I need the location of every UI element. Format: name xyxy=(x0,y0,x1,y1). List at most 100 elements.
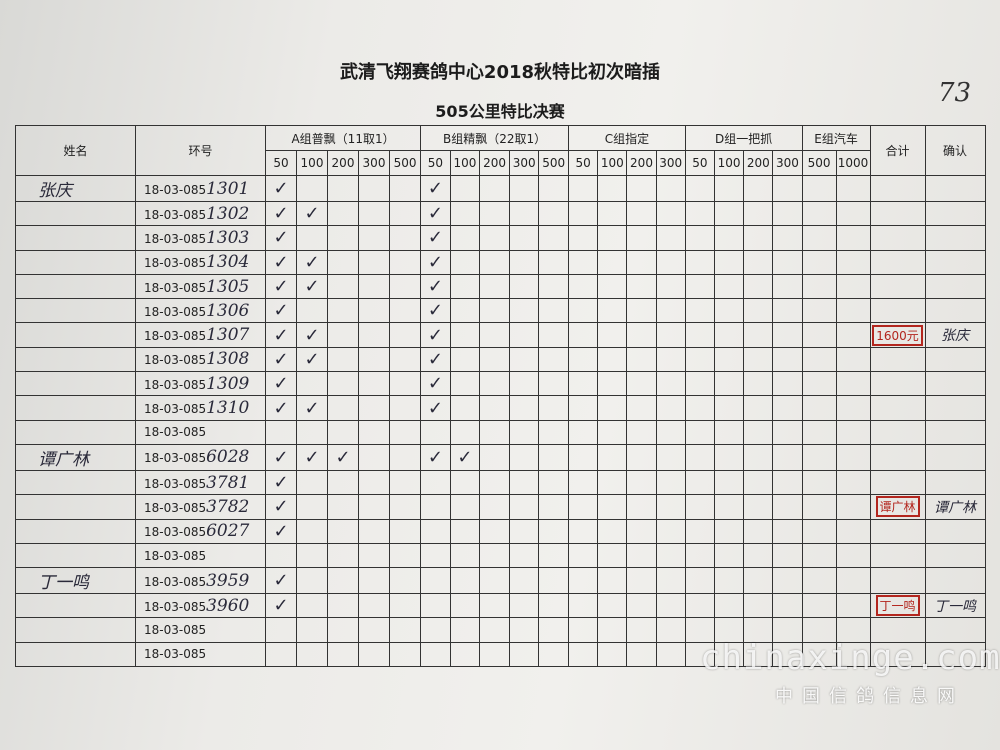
check-cell xyxy=(772,419,803,445)
check-cell xyxy=(684,346,715,373)
check-cell: ✓ xyxy=(420,395,451,421)
check-cell: ✓ xyxy=(296,200,328,227)
check-cell xyxy=(626,542,657,569)
check-cell xyxy=(538,494,570,520)
check-cell xyxy=(597,346,628,373)
check-cell xyxy=(479,443,510,471)
check-cell xyxy=(449,395,481,421)
check-cell xyxy=(655,200,686,227)
check-cell xyxy=(358,542,390,569)
check-cell xyxy=(538,225,570,251)
check-cell xyxy=(568,542,599,569)
check-cell xyxy=(597,371,628,397)
check-cell xyxy=(296,617,328,643)
check-cell xyxy=(597,200,628,227)
check-cell xyxy=(420,567,451,595)
ring-cell: 18-03-085 xyxy=(135,641,266,668)
check-cell xyxy=(327,200,359,227)
check-cell xyxy=(835,593,871,619)
check-cell: ✓ xyxy=(420,225,451,251)
check-mark: ✓ xyxy=(273,520,289,542)
check-cell xyxy=(479,395,510,421)
check-cell xyxy=(449,249,481,275)
ring-cell: 18-03-0851306 xyxy=(135,298,266,324)
check-cell xyxy=(684,469,715,496)
check-cell xyxy=(772,225,803,251)
check-cell xyxy=(265,542,297,569)
check-cell xyxy=(713,419,745,445)
check-cell xyxy=(801,419,837,445)
check-cell xyxy=(801,395,837,421)
check-cell xyxy=(296,298,328,324)
check-cell xyxy=(772,567,803,595)
check-cell xyxy=(597,225,628,251)
check-mark: ✓ xyxy=(273,496,289,518)
total-cell xyxy=(869,567,926,595)
header-row: 50 100 200 300 500 50 100 200 300 500 50 100 200 300 5… xyxy=(16,150,986,176)
check-cell xyxy=(597,298,628,324)
check-cell xyxy=(568,298,599,324)
check-mark: ✓ xyxy=(273,348,289,370)
check-cell xyxy=(713,225,745,251)
distance-header: 500 xyxy=(538,150,570,176)
check-cell xyxy=(358,273,390,300)
check-cell xyxy=(772,542,803,569)
check-cell: ✓ xyxy=(265,371,297,397)
ring-base: 18-03-085 xyxy=(144,525,207,540)
check-cell xyxy=(568,346,599,373)
ring-base: 18-03-085 xyxy=(144,377,207,392)
ring-suffix: 1304 xyxy=(206,252,250,273)
check-mark: ✓ xyxy=(427,446,443,468)
check-cell: ✓ xyxy=(265,518,297,544)
check-cell: ✓ xyxy=(296,322,328,348)
ring-cell: 18-03-0856028 xyxy=(135,443,266,471)
ring-cell: 18-03-085 xyxy=(135,617,266,643)
check-cell xyxy=(801,175,837,202)
check-mark: ✓ xyxy=(304,324,320,346)
total-cell xyxy=(869,249,926,275)
check-cell: ✓ xyxy=(296,395,328,421)
name-cell xyxy=(15,249,136,275)
check-cell xyxy=(655,346,686,373)
name-cell: 丁一鸣 xyxy=(15,567,136,595)
table-row: 18-03-0856027 ✓ xyxy=(15,518,986,544)
check-cell xyxy=(568,443,599,471)
check-cell xyxy=(388,273,422,300)
total-cell: 丁一鸣 xyxy=(869,593,926,619)
check-cell: ✓ xyxy=(265,225,297,251)
check-cell xyxy=(713,593,745,619)
name-cell xyxy=(15,641,136,668)
check-cell xyxy=(655,542,686,569)
distance-header: 100 xyxy=(449,150,481,176)
check-cell xyxy=(449,542,481,569)
check-mark: ✓ xyxy=(273,324,289,346)
check-cell xyxy=(597,542,628,569)
check-cell xyxy=(835,175,871,202)
check-cell xyxy=(479,298,510,324)
check-cell xyxy=(327,273,359,300)
ring-cell: 18-03-0853782 xyxy=(135,494,266,520)
check-cell xyxy=(508,322,540,348)
check-cell xyxy=(835,225,871,251)
check-cell: ✓ xyxy=(420,346,451,373)
check-cell xyxy=(684,567,715,595)
check-cell xyxy=(835,542,871,569)
check-mark: ✓ xyxy=(427,348,443,370)
check-cell xyxy=(388,419,422,445)
check-mark: ✓ xyxy=(273,595,289,617)
check-cell xyxy=(327,494,359,520)
ring-base: 18-03-085 xyxy=(144,353,207,368)
ring-suffix: 1305 xyxy=(206,276,250,297)
check-mark: ✓ xyxy=(427,251,443,273)
check-cell xyxy=(684,273,715,300)
check-cell xyxy=(358,322,390,348)
check-cell xyxy=(479,518,510,544)
check-cell xyxy=(597,249,628,275)
check-cell: ✓ xyxy=(265,494,297,520)
check-cell xyxy=(743,518,774,544)
check-cell xyxy=(388,641,422,668)
table-row: 18-03-0853960 ✓ 丁一鸣 丁一鸣 xyxy=(15,593,986,619)
check-cell xyxy=(655,249,686,275)
check-cell xyxy=(655,494,686,520)
check-cell xyxy=(772,641,803,668)
